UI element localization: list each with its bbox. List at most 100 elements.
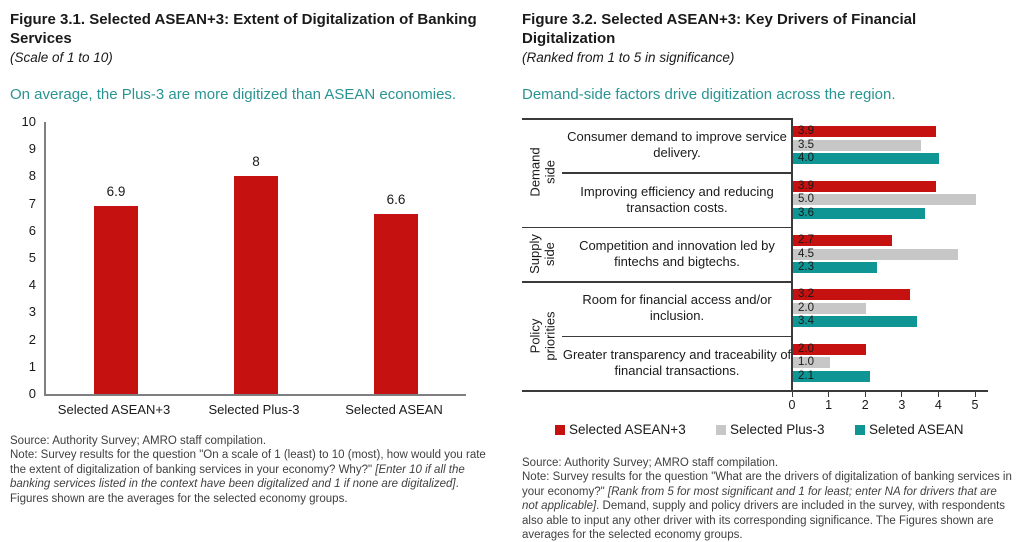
- bar: [793, 289, 911, 301]
- figure-3-2-source: Source: Authority Survey; AMRO staff com…: [522, 457, 779, 469]
- bar: [793, 302, 867, 314]
- bar-value-label: 6.9: [106, 184, 126, 200]
- bar-value-label: 4.0: [798, 152, 814, 165]
- x-axis-tick: [901, 392, 903, 397]
- bar: [234, 176, 278, 394]
- legend-label: Selected Plus-3: [730, 422, 825, 437]
- bar: [793, 235, 892, 246]
- grid-line: [522, 281, 792, 283]
- legend-item: Selected ASEAN+3: [555, 422, 686, 437]
- x-axis-tick-label: 4: [934, 398, 942, 412]
- figure-3-2-panel: Figure 3.2. Selected ASEAN+3: Key Driver…: [522, 8, 1018, 542]
- figure-3-2-chart: Demand side Supply side Policy priorities Cons…: [522, 118, 1002, 444]
- figure-3-1-subtitle: (Scale of 1 to 10): [10, 50, 113, 65]
- x-axis-tick-label: 2: [861, 398, 869, 412]
- bar-value-label: 2.7: [798, 234, 814, 246]
- figure-3-2-subtitle: (Ranked from 1 to 5 in significance): [522, 50, 735, 65]
- grid-line: [522, 390, 988, 392]
- bar: [793, 343, 867, 355]
- y-axis-tick-label: 7: [28, 195, 36, 211]
- bar: [793, 262, 878, 273]
- bar: [793, 370, 870, 382]
- bar-value-label: 3.9: [798, 125, 814, 138]
- bar-value-label: 2.3: [798, 261, 814, 273]
- group-label: Policy priorities: [522, 281, 562, 390]
- legend-swatch-icon: [855, 424, 865, 435]
- x-axis-tick: [791, 392, 793, 397]
- driver-description: Improving efficiency and reducing transa…: [580, 183, 774, 215]
- x-axis-category-label: Selected ASEAN: [345, 402, 443, 417]
- grid-line: [522, 118, 792, 120]
- bar: [94, 206, 138, 394]
- x-axis-tick-label: 0: [788, 398, 796, 412]
- bar-value-label: 3.5: [798, 138, 814, 151]
- x-axis-category-label: Selected Plus-3: [208, 402, 300, 417]
- y-axis-tick-label: 3: [28, 304, 36, 320]
- group-label-line: side: [542, 160, 558, 185]
- legend-swatch-icon: [716, 424, 726, 435]
- group-label-line: Demand: [527, 147, 543, 197]
- grid-line: [562, 335, 792, 338]
- driver-description: Room for financial access and/or inclusi…: [582, 292, 772, 324]
- group-label: Demand side: [522, 118, 562, 227]
- y-axis-tick-label: 5: [28, 250, 36, 265]
- figure-3-1-headline: On average, the Plus-3 are more digitize…: [10, 86, 457, 103]
- bar: [793, 357, 830, 369]
- legend-label: Seleted ASEAN: [869, 422, 964, 437]
- driver-description: Greater transparency and traceability of…: [562, 346, 792, 378]
- x-axis-tick: [974, 392, 976, 397]
- group-label-line: Policy: [527, 318, 543, 353]
- y-axis-tick-label: 9: [28, 141, 36, 157]
- zero-axis-line: [791, 118, 793, 390]
- bar-value-label: 2.0: [798, 342, 814, 355]
- driver-description: Competition and innovation led by fintec…: [579, 237, 775, 269]
- bar-value-label: 6.6: [386, 192, 406, 208]
- note-segment: Note: Survey results for the question "W…: [522, 471, 1012, 498]
- figure-3-1-panel: Figure 3.1. Selected ASEAN+3: Extent of …: [10, 8, 506, 506]
- x-axis-tick-label: 5: [971, 398, 979, 412]
- x-axis-tick-label: 3: [898, 398, 906, 412]
- figure-3-2-note: Note: Survey results for the question "W…: [522, 471, 1012, 541]
- y-axis-tick-label: 4: [28, 277, 36, 293]
- bar: [793, 180, 936, 192]
- bar-value-label: 3.4: [798, 315, 814, 328]
- y-axis-tick-label: 10: [21, 114, 36, 129]
- bar-value-label: 3.9: [798, 179, 814, 192]
- group-label: Supply side: [522, 227, 562, 281]
- figure-3-1-chart: 0 1 2 3 4 5 6 7 8 9 10 6.9 8 6.6 Selected ASEAN+3 Selec…: [10, 114, 480, 422]
- figure-3-2-title: Figure 3.2. Selected ASEAN+3: Key Driver…: [522, 11, 917, 47]
- group-label-line: side: [542, 242, 558, 266]
- y-axis-tick-label: 1: [28, 358, 36, 374]
- plot-area: 6.9 8 6.6: [44, 122, 466, 396]
- grid-line: [522, 226, 792, 229]
- group-label-text: Policy priorities: [527, 311, 557, 360]
- bar: [793, 194, 976, 206]
- bar-value-label: 2.1: [798, 369, 814, 382]
- grid-line: [562, 172, 792, 174]
- x-axis-tick: [937, 392, 939, 397]
- group-label-text: Supply side: [527, 234, 557, 274]
- y-axis-tick-label: 6: [28, 222, 36, 238]
- note-segment: Note: Survey results for the question "O…: [10, 449, 486, 476]
- x-axis-tick: [864, 392, 866, 397]
- bar-value-label: 2.0: [798, 301, 814, 314]
- x-axis-category-label: Selected ASEAN+3: [57, 402, 171, 417]
- note-segment: . Figures shown are the averages for the…: [10, 478, 459, 505]
- figure-3-1-notes: Source: Authority Survey; AMRO staff com…: [10, 434, 500, 506]
- y-axis-tick-label: 8: [28, 168, 36, 184]
- bar-value-label: 8: [252, 154, 260, 170]
- x-axis-tick-label: 1: [825, 398, 833, 412]
- y-axis-tick-label: 0: [28, 386, 36, 401]
- figure-3-2-notes: Source: Authority Survey; AMRO staff com…: [522, 456, 1012, 542]
- bar: [793, 207, 925, 219]
- group-label-line: priorities: [542, 311, 558, 361]
- note-italic-segment: [Rank from 5 for most significant and 1 …: [522, 485, 997, 513]
- group-label-line: Supply: [527, 234, 543, 274]
- legend-item: Selected Plus-3: [716, 422, 825, 437]
- figure-3-1-title: Figure 3.1. Selected ASEAN+3: Extent of …: [10, 11, 477, 47]
- bar-value-label: 1.0: [798, 356, 814, 369]
- note-italic-segment: [Enter 10 if all the banking services li…: [10, 463, 465, 491]
- bar-value-label: 3.6: [798, 206, 814, 219]
- legend-swatch-icon: [555, 424, 565, 435]
